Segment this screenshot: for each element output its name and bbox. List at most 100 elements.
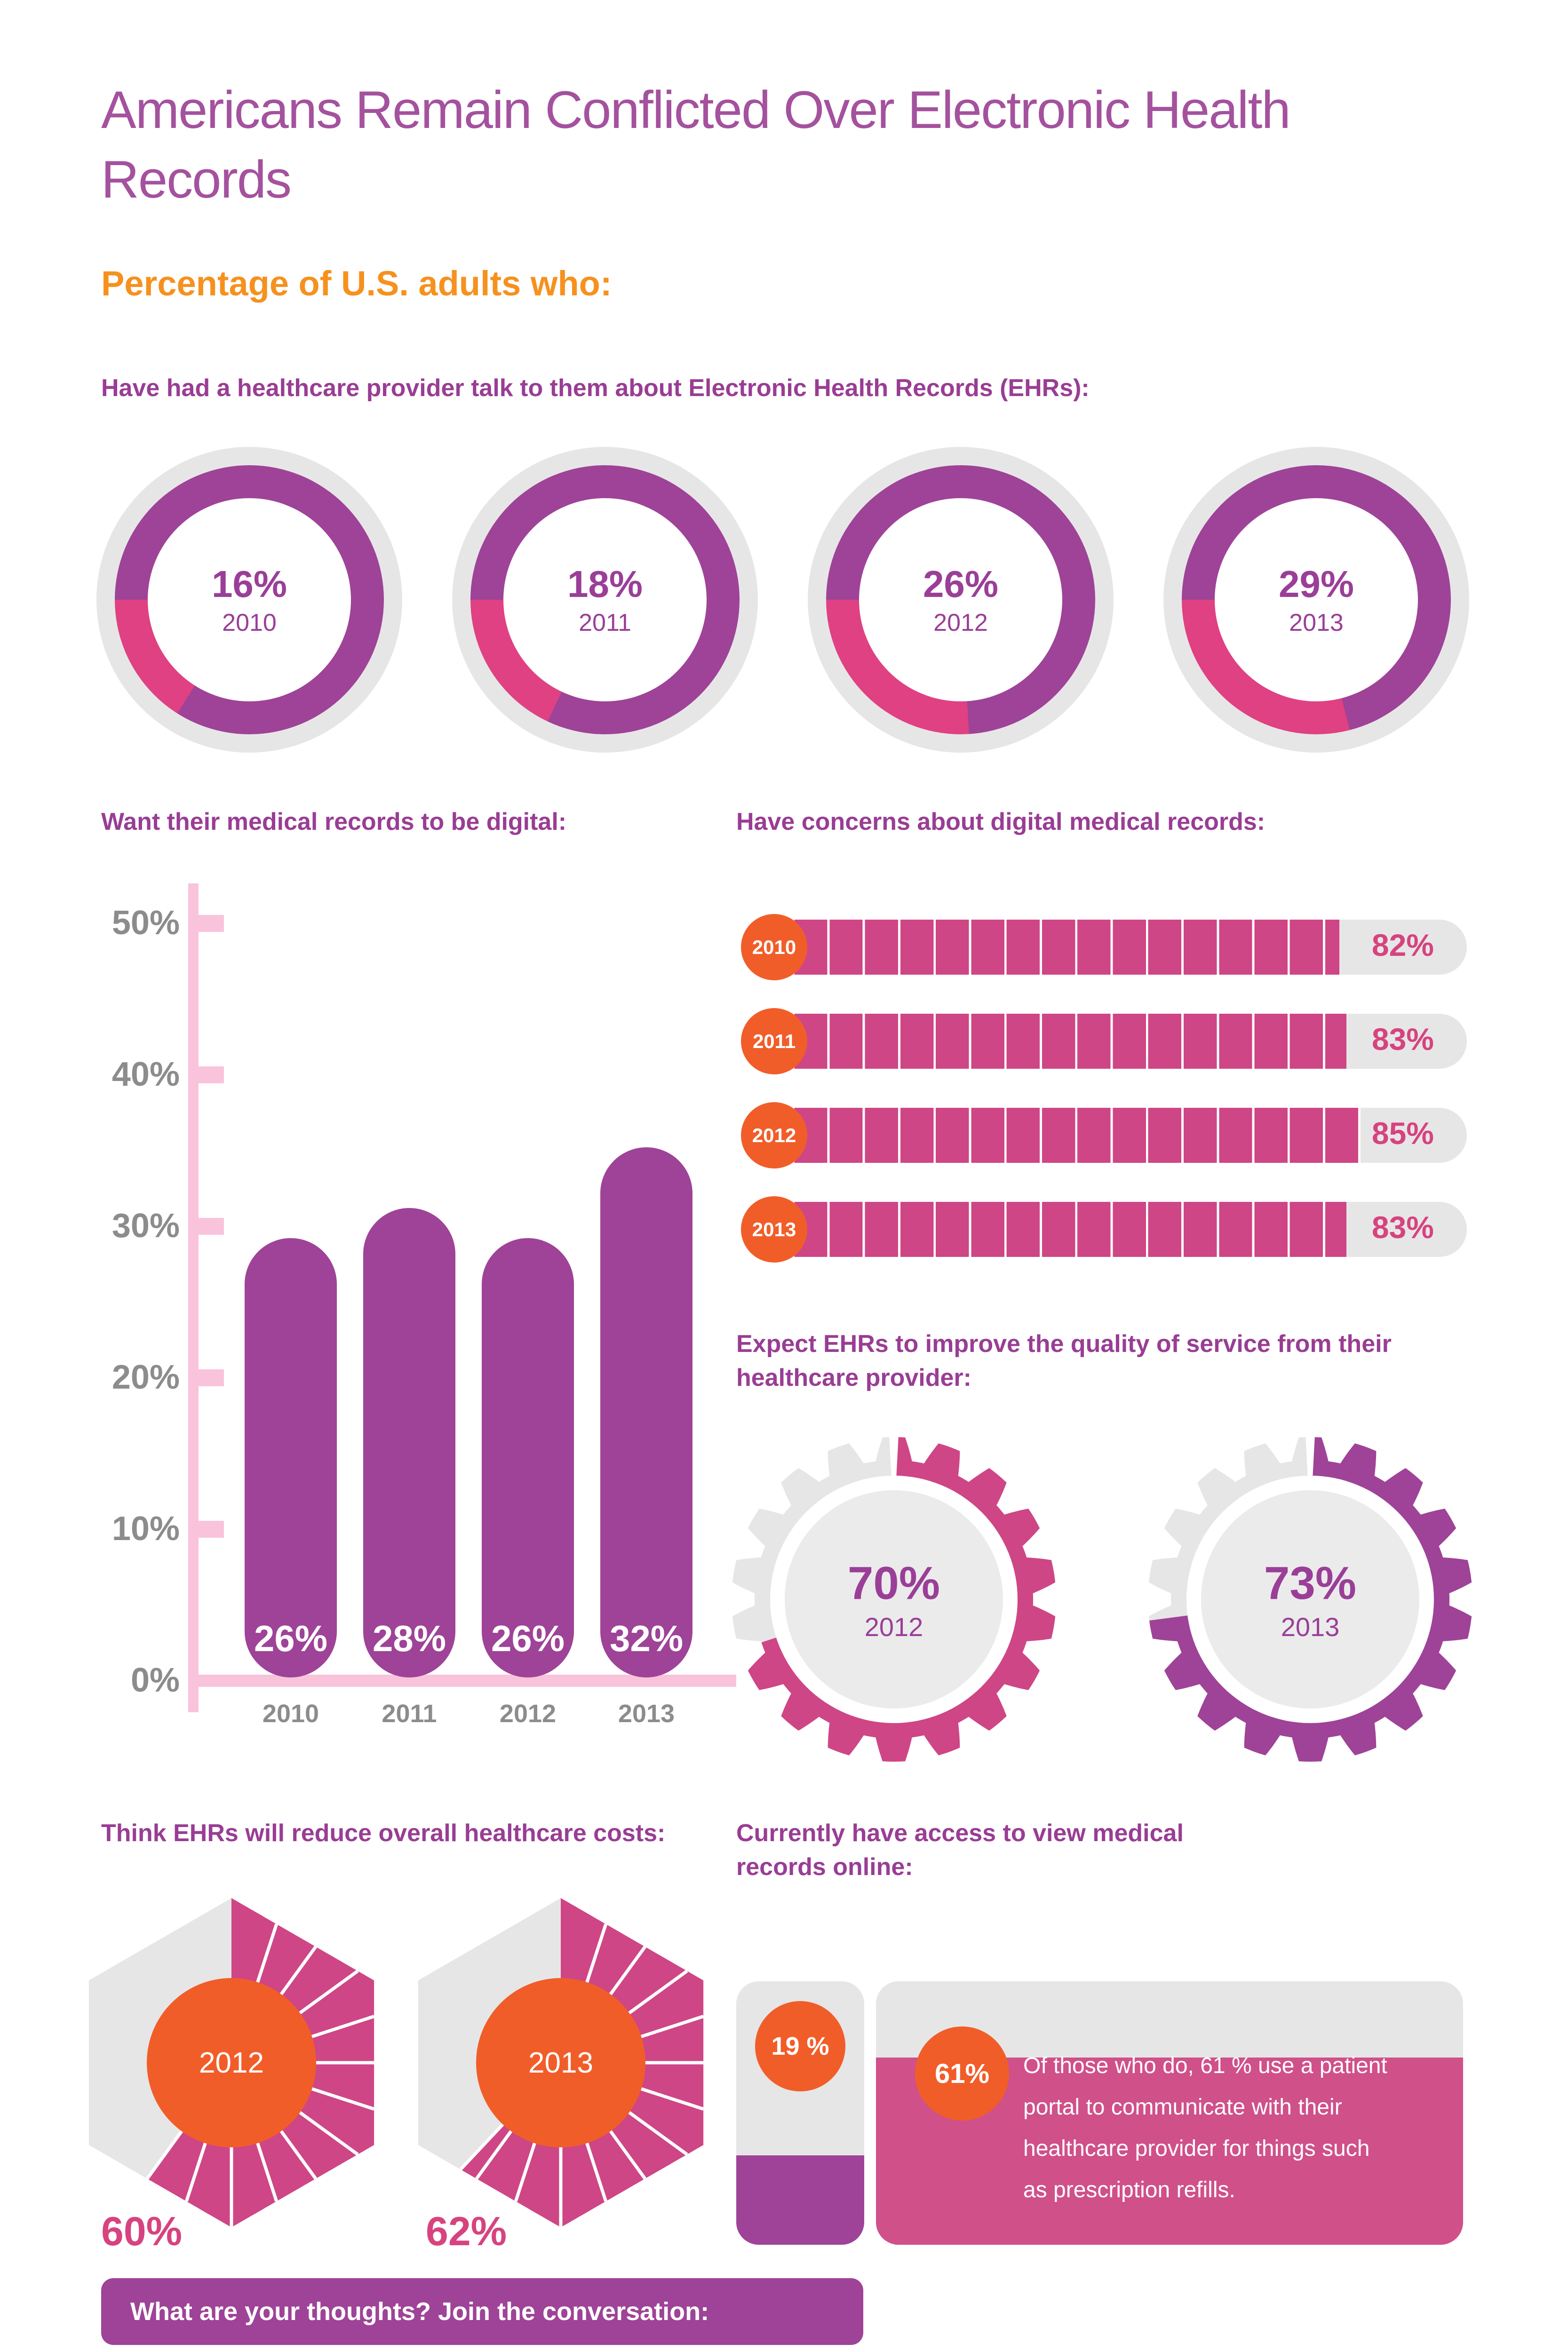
- hexagon-year: 2012: [199, 2046, 264, 2079]
- donut-text: 29% 2013: [1163, 447, 1469, 753]
- hbar-value-label: 82%: [1371, 928, 1434, 962]
- donut-year: 2010: [222, 609, 277, 636]
- gear-graphic: [1146, 1435, 1475, 1764]
- hbar-value-label: 83%: [1371, 1210, 1434, 1245]
- hbar-fill: [759, 920, 1339, 975]
- y-axis-label: 20%: [111, 1359, 180, 1396]
- donut-hole: [503, 498, 707, 701]
- bar-2010s-2011: [363, 1208, 455, 1677]
- gear-chart-2013: 73% 2013: [1146, 1435, 1475, 1764]
- donut-value: 29%: [1278, 563, 1354, 605]
- donut-year: 2013: [1289, 609, 1344, 636]
- y-axis-label: 30%: [111, 1207, 180, 1245]
- hbar-value-label: 85%: [1371, 1116, 1434, 1151]
- x-axis-label: 2011: [382, 1700, 437, 1728]
- gear-inner-circle: [1201, 1490, 1419, 1708]
- portal-note: Of those who do, 61 % use a patient port…: [1023, 2045, 1461, 2211]
- y-axis-tick: [199, 1218, 224, 1235]
- gear-svg: [1148, 1435, 1472, 1762]
- y-axis-tick: [199, 915, 224, 932]
- gear-value: 70%: [847, 1557, 940, 1609]
- hbar-value-label: 83%: [1371, 1022, 1434, 1057]
- y-axis-label: 10%: [111, 1510, 180, 1548]
- bar-2010s-2013: [600, 1147, 692, 1677]
- hexagon-center-badge: [147, 1978, 316, 2147]
- donut-year: 2011: [579, 609, 631, 636]
- gear-text: 73% 2013: [1146, 1435, 1475, 1764]
- y-axis-tick: [199, 1521, 224, 1538]
- hbar-year-badge: 2010: [741, 914, 807, 980]
- donut-hole: [859, 498, 1062, 701]
- hbar-track-2013: [759, 1202, 1467, 1257]
- gear-svg: [732, 1435, 1056, 1762]
- y-axis-label: 40%: [111, 1056, 180, 1093]
- gear-text: 70% 2012: [729, 1435, 1059, 1764]
- page-title: Americans Remain Conflicted Over Electro…: [101, 80, 1291, 209]
- x-axis-label: 2013: [618, 1700, 675, 1728]
- bar-value-label: 28%: [372, 1618, 446, 1659]
- donut-text: 18% 2011: [452, 447, 758, 753]
- donut-chart-2012: 26% 2012: [808, 447, 1114, 753]
- page-subtitle: Percentage of U.S. adults who:: [101, 264, 612, 303]
- hexagon-chart-2013: 2013: [396, 1898, 725, 2227]
- portal-note-line: portal to communicate with their: [1023, 2095, 1342, 2120]
- gear-inner-circle: [785, 1490, 1003, 1708]
- hbar-track-2010: [759, 920, 1467, 975]
- hbar-year-badge: 2011: [741, 1008, 807, 1074]
- donut-chart-2011: 18% 2011: [452, 447, 758, 753]
- donut-hole: [1215, 498, 1418, 701]
- section-heading-concerns: Have concerns about digital medical reco…: [736, 808, 1266, 835]
- gear-year: 2013: [1281, 1612, 1340, 1642]
- gear-notch: [889, 1435, 899, 1497]
- x-axis-label: 2012: [499, 1700, 557, 1728]
- donut-value: 18%: [567, 563, 643, 605]
- donut-chart-2013: 29% 2013: [1163, 447, 1469, 753]
- hbar-track-2011: [759, 1014, 1467, 1069]
- bar-value-label: 26%: [491, 1618, 565, 1659]
- hbar-fill: [759, 1108, 1361, 1163]
- hexagon-graphic: [396, 1898, 725, 2227]
- bar-chart-y-axis: [188, 883, 199, 1712]
- section-heading-digital: Want their medical records to be digital…: [101, 808, 567, 835]
- donut-text: 16% 2010: [96, 447, 402, 753]
- donut-chart-2010: 16% 2010: [96, 447, 402, 753]
- hexagon-svg: [88, 1898, 375, 2227]
- section-heading-access: Currently have access to view medical re…: [736, 1820, 1184, 1881]
- hexagon-center-badge: [476, 1978, 645, 2147]
- conversation-banner: What are your thoughts? Join the convers…: [101, 2278, 863, 2345]
- hbar-fill: [759, 1202, 1346, 1257]
- donut-value: 26%: [923, 563, 999, 605]
- y-axis-label: 50%: [111, 904, 180, 942]
- x-axis-label: 2010: [262, 1700, 319, 1728]
- y-axis-tick: [199, 1066, 224, 1083]
- hexagon-graphic: [67, 1898, 396, 2227]
- donut-value: 16%: [211, 563, 287, 605]
- hexagon-year: 2013: [528, 2046, 593, 2079]
- access-column-fill: [736, 2155, 864, 2245]
- portal-percent-badge: 61%: [915, 2026, 1009, 2121]
- bar-value-label: 32%: [609, 1618, 684, 1659]
- portal-note-line: Of those who do, 61 % use a patient: [1023, 2053, 1387, 2078]
- portal-note-line: healthcare provider for things such: [1023, 2136, 1370, 2161]
- hbar-year-badge: 2013: [741, 1196, 807, 1263]
- hbar-fill: [759, 1014, 1346, 1069]
- y-axis-label: 0%: [130, 1661, 180, 1699]
- gear-graphic: [729, 1435, 1059, 1764]
- donut-text: 26% 2012: [808, 447, 1114, 753]
- section-heading-costs: Think EHRs will reduce overall healthcar…: [101, 1820, 666, 1847]
- hbar-year-badge: 2012: [741, 1102, 807, 1168]
- access-percent-badge: 19 %: [755, 2001, 845, 2091]
- section-heading-quality: Expect EHRs to improve the quality of se…: [736, 1330, 1392, 1391]
- bar-2010s-2010: [245, 1238, 337, 1677]
- donut-year: 2012: [933, 609, 988, 636]
- gear-value: 73%: [1264, 1557, 1357, 1609]
- gear-notch: [1305, 1435, 1315, 1497]
- hexagon-chart-2012: 2012: [67, 1898, 396, 2227]
- hexagon-value-2013: 62%: [426, 2209, 507, 2254]
- gear-year: 2012: [864, 1612, 923, 1642]
- section-heading-talked: Have had a healthcare provider talk to t…: [101, 374, 1090, 402]
- hexagon-value-2012: 60%: [101, 2209, 183, 2254]
- portal-note-line: as prescription refills.: [1023, 2177, 1235, 2202]
